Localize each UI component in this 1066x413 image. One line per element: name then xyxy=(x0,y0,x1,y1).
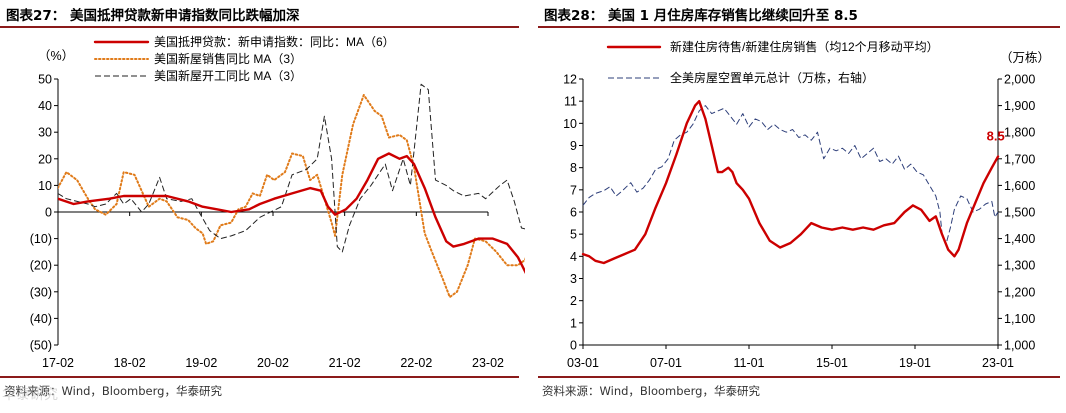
y-axis-unit: （%） xyxy=(38,49,74,63)
legend-label-1: 美国抵押贷款：新申请指数：同比：MA（6） xyxy=(154,34,395,49)
y-left-tick-label: 8 xyxy=(570,161,577,175)
x-tick-label: 17-02 xyxy=(42,356,74,370)
y-tick-label: (30) xyxy=(30,285,52,299)
y-left-tick-label: 12 xyxy=(563,73,577,87)
y-tick-label: 10 xyxy=(38,179,52,193)
y-tick-label: 0 xyxy=(45,206,52,220)
figure-27-bottom-rule xyxy=(0,376,519,378)
y-tick-label: (20) xyxy=(30,259,52,273)
y-tick-label: 50 xyxy=(38,73,52,87)
x-tick-label: 19-02 xyxy=(185,356,217,370)
y-right-axis-unit: （万栋） xyxy=(1000,50,1050,65)
figure-28-source: 资料来源：Wind，Bloomberg，华泰研究 xyxy=(542,384,760,398)
y-left-tick-label: 2 xyxy=(570,294,577,308)
y-right-tick-label: 1,200 xyxy=(1004,285,1035,299)
y-left-tick-label: 0 xyxy=(570,339,577,353)
y-tick-label: 20 xyxy=(38,152,52,166)
series-line-2 xyxy=(58,94,525,299)
legend-label-2: 全美房屋空置单元总计（万栋，右轴） xyxy=(670,70,874,85)
series-line-1 xyxy=(581,99,1000,265)
x-tick-label: 11-01 xyxy=(733,356,764,370)
y-tick-label: (10) xyxy=(30,232,52,246)
x-tick-label: 03-01 xyxy=(567,356,599,370)
x-tick-label: 23-01 xyxy=(982,356,1014,370)
y-tick-label: (40) xyxy=(30,312,52,326)
figure-28-chart: 12111098765432102,0001,9001,8001,7001,60… xyxy=(563,39,1050,370)
series-line-2 xyxy=(582,105,999,245)
figure-27-title: 图表27： 美国抵押贷款新申请指数同比跌幅加深 xyxy=(6,8,300,24)
y-right-tick-label: 2,000 xyxy=(1004,73,1035,87)
y-right-tick-label: 1,400 xyxy=(1004,232,1035,246)
x-tick-label: 19-01 xyxy=(899,356,931,370)
figure-27-source: 资料来源：Wind，Bloomberg，华泰研究 xyxy=(4,384,222,398)
y-left-tick-label: 3 xyxy=(570,272,577,286)
series-line-1 xyxy=(58,152,525,275)
figure-28-title: 图表28： 美国 1 月住房库存销售比继续回升至 8.5 xyxy=(544,8,858,24)
y-right-tick-label: 1,100 xyxy=(1004,312,1035,326)
y-left-tick-label: 1 xyxy=(570,316,577,330)
y-right-tick-label: 1,000 xyxy=(1004,339,1035,353)
x-tick-label: 20-02 xyxy=(257,356,289,370)
x-tick-label: 07-01 xyxy=(650,356,682,370)
y-left-tick-label: 11 xyxy=(564,95,577,109)
figure-27-title-rule xyxy=(0,26,519,28)
x-tick-label: 22-02 xyxy=(400,356,432,370)
y-left-tick-label: 7 xyxy=(570,183,577,197)
y-right-tick-label: 1,700 xyxy=(1004,152,1035,166)
y-left-tick-label: 5 xyxy=(570,228,577,242)
figure-27-chart: （%） 50 40 30 20 10 0 (10) (20) (30) (40) (50) 17-02 1… xyxy=(30,34,525,370)
x-tick-label: 15-01 xyxy=(816,356,848,370)
legend-label-2: 美国新屋销售同比 MA（3） xyxy=(154,51,302,66)
y-left-tick-label: 4 xyxy=(570,250,577,264)
y-tick-label: 40 xyxy=(38,99,52,113)
legend-label-3: 美国新屋开工同比 MA（3） xyxy=(154,68,302,83)
figure-28-bottom-rule xyxy=(538,376,1060,378)
x-tick-label: 23-02 xyxy=(472,356,504,370)
y-left-tick-label: 6 xyxy=(570,206,577,220)
legend-label-1: 新建住房待售/新建住房销售（均12个月移动平均） xyxy=(670,39,939,54)
y-tick-label: (50) xyxy=(30,339,52,353)
figure-28-title-rule xyxy=(538,26,1060,28)
figure-28-panel: 图表28： 美国 1 月住房库存销售比继续回升至 8.5 12 11 10 9 8 7 6 5… xyxy=(538,0,1066,413)
y-right-tick-label: 1,300 xyxy=(1004,259,1035,273)
y-left-tick-label: 10 xyxy=(563,117,577,131)
series-line-3 xyxy=(58,83,525,253)
y-right-tick-label: 1,600 xyxy=(1004,179,1035,193)
x-tick-label: 18-02 xyxy=(114,356,146,370)
y-right-tick-label: 1,900 xyxy=(1004,99,1035,113)
annotation-label: 8.5 xyxy=(987,129,1005,144)
x-tick-label: 21-02 xyxy=(329,356,361,370)
y-tick-label: 30 xyxy=(38,126,52,140)
y-right-tick-label: 1,800 xyxy=(1004,126,1035,140)
y-left-tick-label: 9 xyxy=(570,139,577,153)
figure-27-panel: 图表27： 美国抵押贷款新申请指数同比跌幅加深 （%） 50 40 30 20 10 0 (1… xyxy=(0,0,525,413)
y-right-tick-label: 1,500 xyxy=(1004,206,1035,220)
